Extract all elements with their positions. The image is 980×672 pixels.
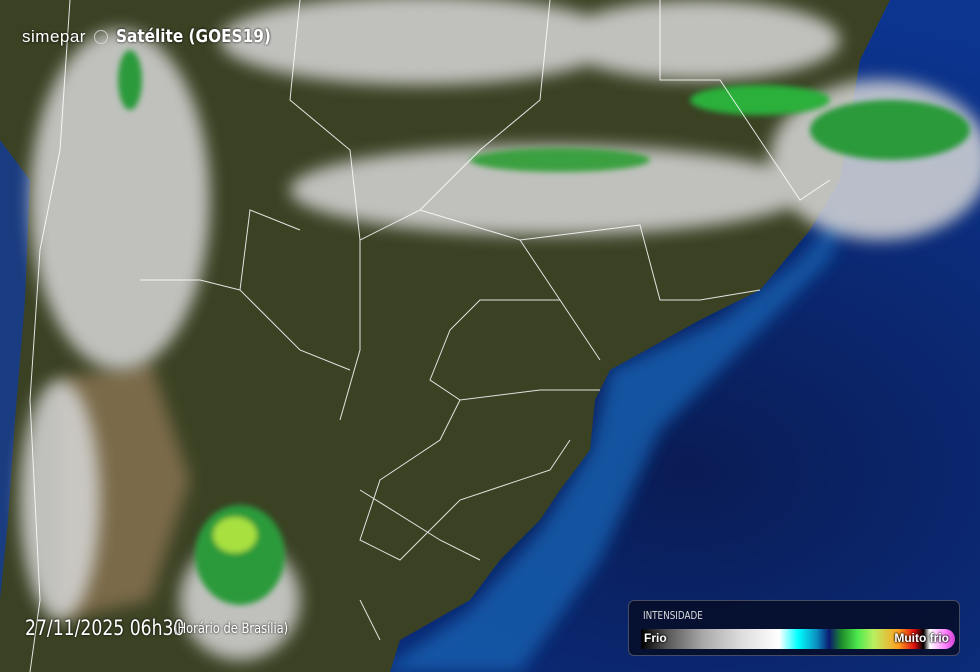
- page-title: Satélite (GOES19): [115, 26, 271, 47]
- intensity-legend: INTENSIDADE Frio Muito frio: [628, 600, 960, 656]
- satellite-icon: [93, 29, 108, 44]
- legend-color-bar: Frio Muito frio: [641, 629, 955, 649]
- legend-high-label: Muito frio: [894, 631, 949, 645]
- legend-low-label: Frio: [644, 631, 667, 645]
- timestamp: 27/11/2025 06h30 (Horário de Brasília): [25, 616, 288, 640]
- legend-title: INTENSIDADE: [643, 609, 703, 622]
- timestamp-timezone: (Horário de Brasília): [173, 621, 289, 637]
- coastal-shelf: [380, 200, 850, 672]
- timestamp-datetime: 27/11/2025 06h30: [25, 616, 185, 640]
- header: simepar Satélite (GOES19): [22, 26, 298, 47]
- simepar-logo: simepar: [22, 26, 86, 46]
- pacific-ocean: [0, 140, 30, 600]
- storm-cells: [118, 50, 970, 605]
- state-borders: [29, 0, 831, 672]
